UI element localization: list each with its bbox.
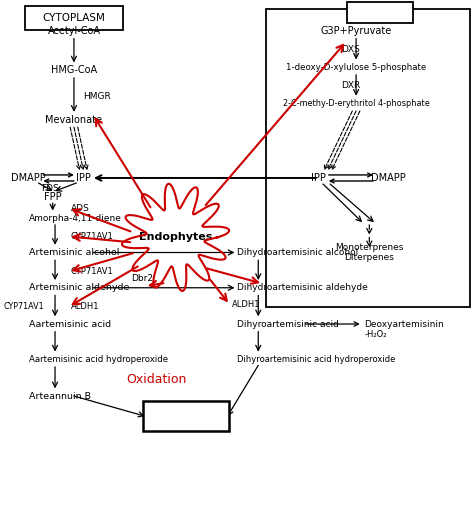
Text: Dihydroartemisinic aldehyde: Dihydroartemisinic aldehyde	[237, 283, 368, 292]
Text: DMAPP: DMAPP	[11, 173, 46, 183]
Text: HMG-CoA: HMG-CoA	[51, 65, 97, 75]
Text: Oxidation: Oxidation	[127, 373, 187, 386]
Text: Artemisinic alcohol: Artemisinic alcohol	[29, 248, 119, 257]
Text: Endophytes: Endophytes	[139, 232, 212, 242]
Text: -H₂O₂: -H₂O₂	[365, 330, 387, 338]
Text: Aartemisinic acid: Aartemisinic acid	[29, 320, 111, 329]
Text: PLASTID: PLASTID	[358, 8, 402, 18]
Text: Artemisinic aldehyde: Artemisinic aldehyde	[29, 283, 129, 292]
Text: ALDH1: ALDH1	[232, 300, 261, 310]
Text: Dbr2: Dbr2	[131, 274, 154, 283]
Text: CYP71AV1: CYP71AV1	[71, 267, 113, 276]
Text: CYTOPLASM: CYTOPLASM	[43, 13, 105, 23]
Text: HMGR: HMGR	[83, 92, 111, 101]
Text: Aartemisinic acid hydroperoxide: Aartemisinic acid hydroperoxide	[29, 355, 168, 364]
Text: FDS: FDS	[41, 183, 59, 192]
Text: Dihyroartemisinic acid hydroperoxide: Dihyroartemisinic acid hydroperoxide	[237, 355, 395, 364]
Text: DXS: DXS	[341, 44, 360, 54]
Text: ALDH1: ALDH1	[71, 302, 99, 312]
Text: IPP: IPP	[76, 173, 91, 183]
Text: Acetyl-CoA: Acetyl-CoA	[47, 26, 100, 36]
Text: Deoxyartemisinin: Deoxyartemisinin	[365, 320, 444, 329]
Text: ADS: ADS	[71, 204, 90, 213]
Text: G3P+Pyruvate: G3P+Pyruvate	[320, 26, 392, 36]
Text: IPP: IPP	[311, 173, 326, 183]
Text: Monoterprenes
Diterpenes: Monoterprenes Diterpenes	[335, 243, 403, 262]
FancyBboxPatch shape	[144, 401, 229, 431]
Text: 1-deoxy-​D-xylulose 5-phosphate: 1-deoxy-​D-xylulose 5-phosphate	[286, 63, 426, 72]
Text: DMAPP: DMAPP	[371, 173, 406, 183]
Text: CYP71AV1: CYP71AV1	[71, 232, 113, 241]
Text: Dihyroartemisinic acid: Dihyroartemisinic acid	[237, 320, 339, 329]
Text: FPP: FPP	[44, 192, 62, 202]
FancyBboxPatch shape	[266, 9, 470, 307]
Text: Arteannuin B: Arteannuin B	[29, 391, 91, 400]
Text: Dihydroartemisinic alcohol: Dihydroartemisinic alcohol	[237, 248, 358, 257]
FancyBboxPatch shape	[25, 6, 123, 30]
Text: CYP71AV1: CYP71AV1	[3, 302, 44, 312]
Text: Mevalonate: Mevalonate	[46, 115, 102, 125]
Text: DXR: DXR	[341, 81, 360, 90]
Text: Artemisinin: Artemisinin	[150, 411, 222, 421]
FancyBboxPatch shape	[346, 2, 413, 23]
Text: Amorpha-4,11-diene: Amorpha-4,11-diene	[29, 214, 122, 223]
Text: 2-​C-methy-​D-erythritol 4-phosphate: 2-​C-methy-​D-erythritol 4-phosphate	[283, 99, 429, 108]
